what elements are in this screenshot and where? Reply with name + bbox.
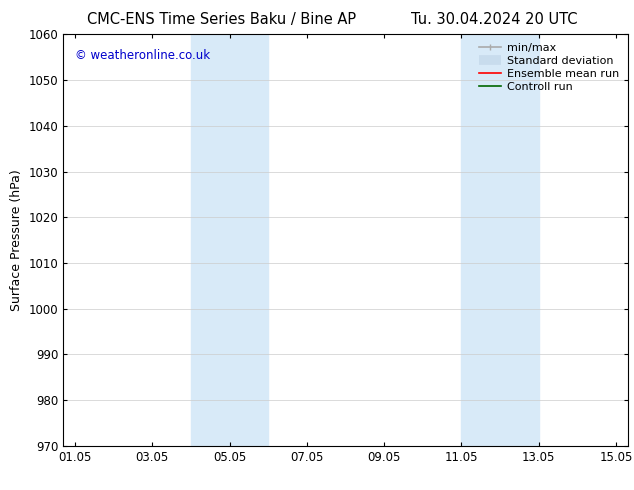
Y-axis label: Surface Pressure (hPa): Surface Pressure (hPa) [10, 169, 23, 311]
Legend: min/max, Standard deviation, Ensemble mean run, Controll run: min/max, Standard deviation, Ensemble me… [476, 40, 622, 95]
Bar [462, 34, 539, 446]
Text: © weatheronline.co.uk: © weatheronline.co.uk [75, 49, 210, 62]
Bar [191, 34, 268, 446]
Text: CMC-ENS Time Series Baku / Bine AP: CMC-ENS Time Series Baku / Bine AP [87, 12, 356, 27]
Text: Tu. 30.04.2024 20 UTC: Tu. 30.04.2024 20 UTC [411, 12, 578, 27]
